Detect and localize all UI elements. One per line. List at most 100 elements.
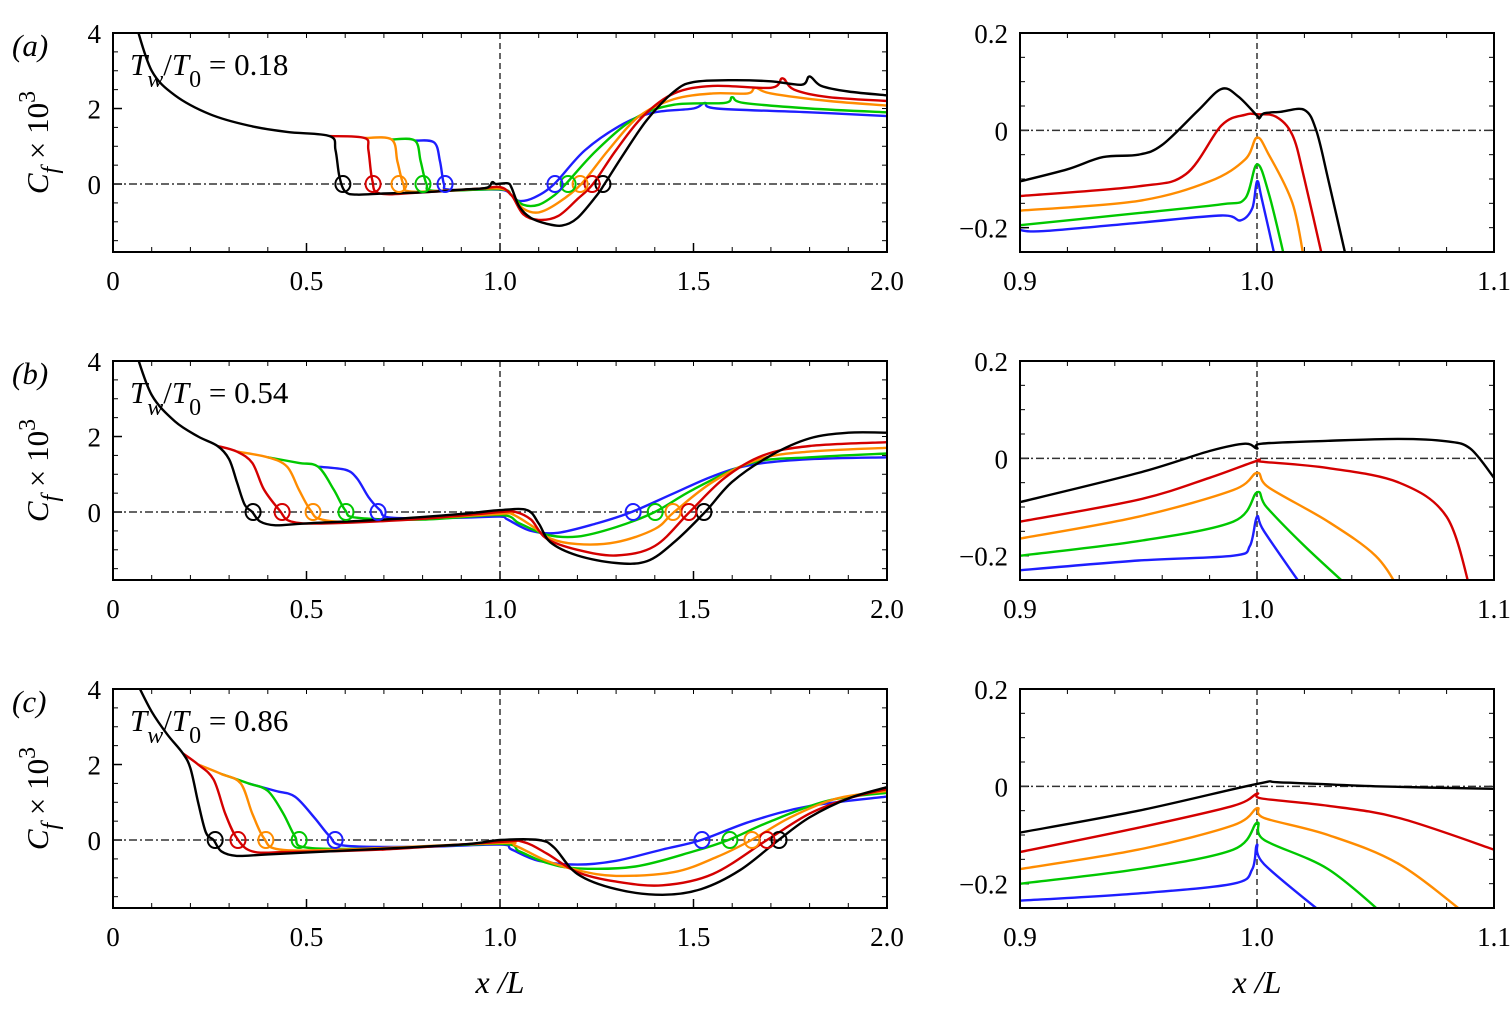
series-line-0 <box>1020 780 1494 834</box>
series-line-4 <box>1020 843 1319 908</box>
x-tick-label: 2.0 <box>870 266 904 296</box>
series-line-3 <box>391 96 887 208</box>
annotation-part: T <box>172 703 192 738</box>
zero-crossing-marker <box>571 175 589 194</box>
series-line-4 <box>1020 179 1276 252</box>
series-line-0 <box>137 33 887 228</box>
x-tick-label: 2.0 <box>870 594 904 624</box>
annotation-part: T <box>172 47 192 82</box>
zero-crossing-marker <box>770 831 788 850</box>
zero-crossing-marker <box>414 175 432 194</box>
series-line-0 <box>138 689 887 896</box>
annotation-part: w <box>147 67 163 93</box>
x-tick-label: 1.5 <box>677 266 711 296</box>
annotation-part: T <box>130 47 150 82</box>
series-line-1 <box>217 441 887 557</box>
y-tick-label: −0.2 <box>959 214 1008 244</box>
y-tick-label: 0.2 <box>974 19 1008 49</box>
x-tick-label: 0.5 <box>290 594 324 624</box>
zero-crossing-marker <box>583 175 601 194</box>
series-line-3 <box>1020 821 1379 908</box>
plot-frame <box>112 360 888 581</box>
ylabel-base: C <box>20 501 55 522</box>
zero-crossing-marker <box>369 503 387 522</box>
y-tick-label: 2 <box>88 423 102 453</box>
y-tick-label: 4 <box>88 675 102 705</box>
annotation-part: / <box>163 47 172 82</box>
annotation-part: / <box>163 375 172 410</box>
y-tick-label: 0 <box>995 444 1009 474</box>
series-line-4 <box>414 101 887 203</box>
wall-temperature-annotation: Tw/T0 = 0.86 <box>130 703 288 749</box>
plot-frame <box>112 688 888 909</box>
series-line-1 <box>1020 112 1323 252</box>
x-tick-label: 1.0 <box>483 922 517 952</box>
plot-frame <box>1019 688 1495 909</box>
zero-crossing-marker <box>337 503 355 522</box>
annotation-part: T <box>130 703 150 738</box>
ylabel-mid: × 10 <box>20 103 55 167</box>
annotation-part: 0 <box>189 395 201 421</box>
zero-crossing-marker <box>229 831 247 850</box>
y-tick-label: 2 <box>88 95 102 125</box>
series-line-0 <box>137 361 887 565</box>
x-tick-label: 1.0 <box>1240 594 1274 624</box>
annotation-part: 0 <box>189 67 201 93</box>
zero-crossing-marker <box>664 503 682 522</box>
series-line-2 <box>1020 806 1461 908</box>
ylabel-sub: f <box>38 491 64 501</box>
y-tick-label: 4 <box>88 347 102 377</box>
x-tick-label: 1.0 <box>1240 922 1274 952</box>
x-tick-label: 1.1 <box>1477 922 1511 952</box>
series-line-1 <box>181 752 887 887</box>
zero-crossing-marker <box>743 831 761 850</box>
y-tick-label: −0.2 <box>959 542 1008 572</box>
y-tick-label: 0 <box>88 826 102 856</box>
zero-crossing-marker <box>721 831 739 850</box>
ylabel-base: C <box>20 829 55 850</box>
xlabel-base: x <box>1232 964 1247 1000</box>
series-line-1 <box>1020 792 1494 854</box>
annotation-part: w <box>147 723 163 749</box>
zero-crossing-marker <box>364 175 382 194</box>
panel-letter: (c) <box>12 684 46 719</box>
x-tick-label: 0.9 <box>1003 594 1037 624</box>
zero-crossing-marker <box>304 503 322 522</box>
ylabel-sup: 3 <box>15 419 41 431</box>
ylabel-sub: f <box>38 819 64 829</box>
series-line-0 <box>1020 87 1347 252</box>
x-tick-label: 1.5 <box>677 594 711 624</box>
wall-temperature-annotation: Tw/T0 = 0.54 <box>130 375 289 421</box>
plot-frame <box>1019 32 1495 253</box>
xlabel-rest: /L <box>1247 964 1282 1000</box>
zero-crossing-marker <box>206 831 224 850</box>
x-tick-label: 2.0 <box>870 922 904 952</box>
panel-1: 0.9 1.0 1.1 −0.2 0 0.2 <box>959 19 1511 296</box>
zero-crossing-marker <box>326 831 344 850</box>
x-tick-label: 1.0 <box>483 266 517 296</box>
y-axis-label: Cf × 103 <box>15 747 64 850</box>
y-tick-label: 4 <box>88 19 102 49</box>
series-line-0 <box>1020 437 1494 504</box>
x-tick-label: 0 <box>106 594 120 624</box>
y-tick-label: 0.2 <box>974 675 1008 705</box>
zero-crossing-marker <box>594 175 612 194</box>
series-line-2 <box>197 763 887 878</box>
zero-crossing-marker <box>646 503 664 522</box>
annotation-part: = <box>201 375 234 410</box>
zero-crossing-marker <box>334 175 352 194</box>
y-axis-label: Cf × 103 <box>15 419 64 522</box>
ylabel-mid: × 10 <box>20 431 55 495</box>
x-tick-label: 1.5 <box>677 922 711 952</box>
series-group <box>125 33 887 228</box>
x-tick-label: 1.1 <box>1477 594 1511 624</box>
y-tick-label: 0.2 <box>974 347 1008 377</box>
ylabel-sub: f <box>38 163 64 173</box>
y-axis-label: Cf × 103 <box>15 91 64 194</box>
y-tick-label: 0 <box>88 170 102 200</box>
annotation-part: = <box>201 703 234 738</box>
